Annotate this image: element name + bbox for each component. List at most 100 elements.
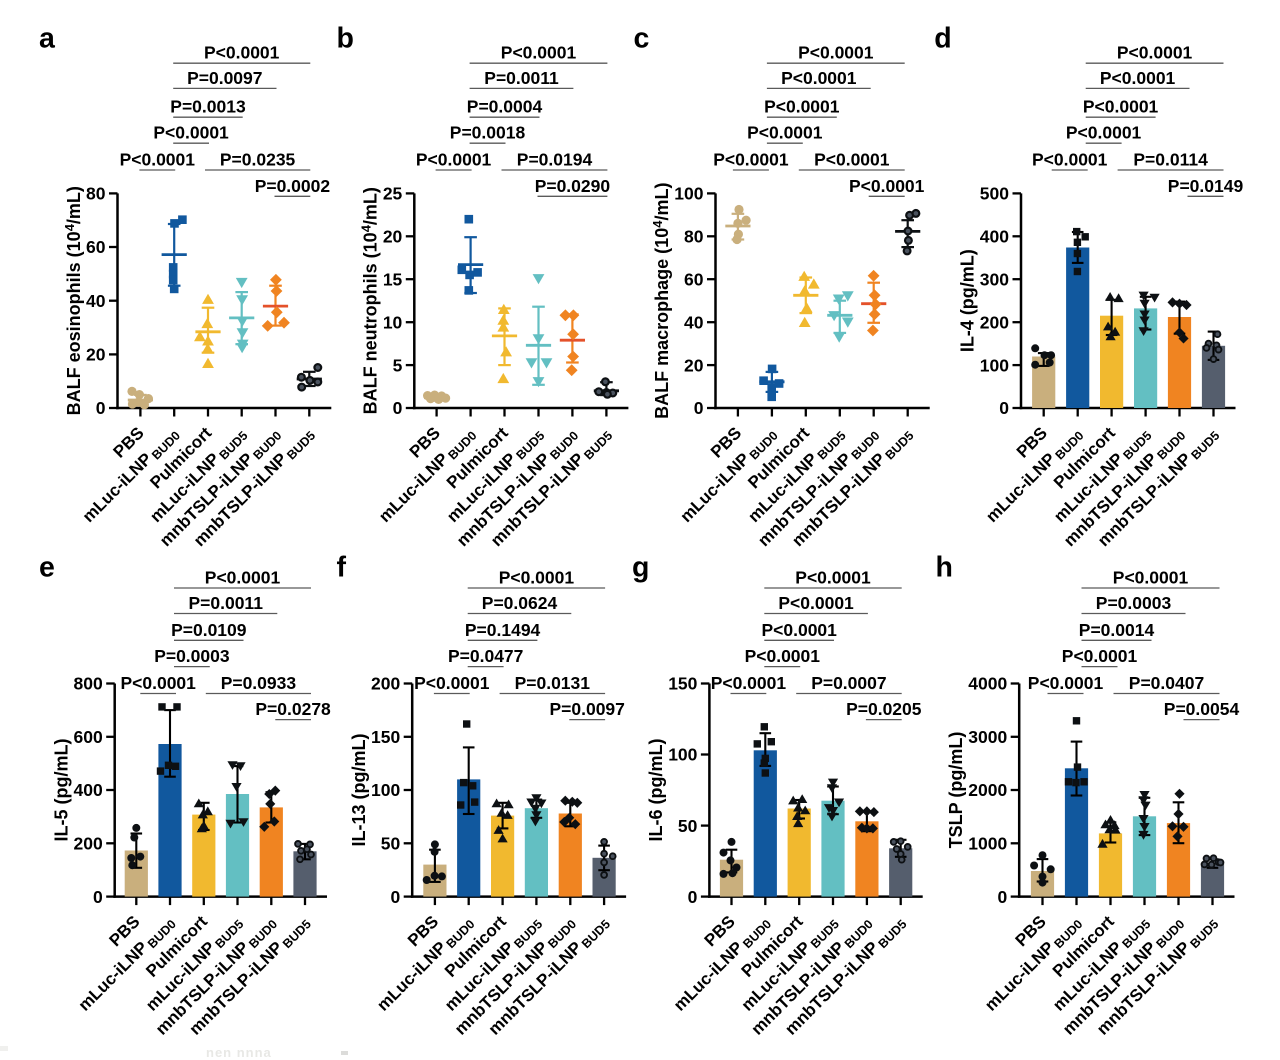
svg-text:P=0.0097: P=0.0097 [549,699,624,719]
svg-text:nen nnna: nen nnna [206,1045,272,1060]
svg-text:P=0.0004: P=0.0004 [467,97,543,117]
svg-text:P=0.0018: P=0.0018 [450,123,526,143]
svg-text:e: e [39,551,55,583]
svg-text:P=0.0131: P=0.0131 [515,673,591,693]
svg-text:10: 10 [383,312,403,332]
svg-text:300: 300 [980,269,1009,289]
svg-text:P=0.0290: P=0.0290 [535,176,611,196]
svg-text:P<0.0001: P<0.0001 [416,150,492,170]
svg-text:1000: 1000 [968,834,1007,854]
svg-text:P<0.0001: P<0.0001 [761,620,837,640]
svg-text:80: 80 [684,227,704,247]
svg-text:P<0.0001: P<0.0001 [205,568,281,588]
svg-text:200: 200 [371,674,400,694]
svg-text:P=0.0097: P=0.0097 [187,68,262,88]
svg-text:P<0.0001: P<0.0001 [711,673,787,693]
svg-text:P<0.0001: P<0.0001 [414,673,490,693]
svg-text:g: g [632,551,649,583]
svg-text:200: 200 [980,312,1009,332]
svg-text:50: 50 [678,816,698,836]
svg-text:0: 0 [688,887,698,907]
svg-text:500: 500 [980,184,1009,204]
svg-text:50: 50 [381,834,401,854]
svg-text:a: a [39,23,56,55]
svg-text:20: 20 [383,227,403,247]
svg-text:5: 5 [393,355,403,375]
svg-text:0: 0 [694,398,704,418]
svg-text:P<0.0001: P<0.0001 [153,123,229,143]
svg-text:P=0.0149: P=0.0149 [1168,176,1244,196]
svg-text:P=0.0477: P=0.0477 [448,646,523,666]
svg-text:P<0.0001: P<0.0001 [120,150,196,170]
svg-text:80: 80 [86,184,106,204]
svg-text:P<0.0001: P<0.0001 [1113,568,1189,588]
svg-text:P<0.0001: P<0.0001 [745,646,821,666]
svg-text:P<0.0001: P<0.0001 [778,593,854,613]
svg-text:P<0.0001: P<0.0001 [1117,43,1193,63]
svg-text:150: 150 [668,674,697,694]
svg-text:600: 600 [73,727,102,747]
svg-text:IL-5 (pg/mL): IL-5 (pg/mL) [51,739,71,842]
svg-text:f: f [337,551,347,583]
svg-text:4000: 4000 [968,674,1007,694]
svg-text:P<0.0001: P<0.0001 [795,568,871,588]
svg-text:P<0.0001: P<0.0001 [764,97,840,117]
svg-text:0: 0 [93,887,103,907]
svg-text:60: 60 [86,237,106,257]
svg-text:P<0.0001: P<0.0001 [849,176,925,196]
svg-text:P=0.0205: P=0.0205 [846,699,922,719]
svg-text:P=0.0109: P=0.0109 [171,620,247,640]
svg-text:P<0.0001: P<0.0001 [1032,150,1108,170]
svg-text:P<0.0001: P<0.0001 [781,68,857,88]
svg-text:0: 0 [390,887,400,907]
svg-text:40: 40 [86,291,106,311]
svg-text:P<0.0001: P<0.0001 [798,43,874,63]
svg-text:200: 200 [73,834,102,854]
svg-text:P<0.0001: P<0.0001 [747,123,823,143]
svg-text:P=0.0003: P=0.0003 [154,646,230,666]
svg-text:0: 0 [999,398,1009,418]
svg-text:P<0.0001: P<0.0001 [120,673,196,693]
svg-text:P=0.0013: P=0.0013 [170,97,246,117]
svg-text:P=0.0011: P=0.0011 [188,593,263,613]
svg-text:c: c [634,23,650,55]
svg-text:100: 100 [668,745,697,765]
svg-text:20: 20 [86,345,106,365]
svg-text:2000: 2000 [968,780,1007,800]
svg-text:P<0.0001: P<0.0001 [204,43,280,63]
svg-text:0: 0 [96,398,106,418]
svg-text:40: 40 [684,312,704,332]
svg-text:P<0.0001: P<0.0001 [713,150,789,170]
svg-text:P<0.0001: P<0.0001 [814,150,890,170]
svg-text:P=0.0054: P=0.0054 [1164,699,1240,719]
svg-text:P=0.0624: P=0.0624 [482,593,558,613]
svg-text:P<0.0001: P<0.0001 [501,43,577,63]
svg-text:400: 400 [980,227,1009,247]
svg-text:P=0.0007: P=0.0007 [811,673,886,693]
svg-text:20: 20 [684,355,704,375]
svg-text:P<0.0001: P<0.0001 [1028,673,1104,693]
svg-text:P=0.0011: P=0.0011 [484,68,559,88]
svg-text:IL-13 (pg/mL): IL-13 (pg/mL) [349,734,369,847]
svg-text:IL-6 (pg/mL): IL-6 (pg/mL) [646,739,666,842]
svg-text:BALF eosinophils (104/mL): BALF eosinophils (104/mL) [62,186,84,415]
svg-text:P=0.0003: P=0.0003 [1096,593,1172,613]
svg-text:P=0.0235: P=0.0235 [220,150,296,170]
svg-text:0: 0 [997,887,1007,907]
svg-text:P=0.0114: P=0.0114 [1133,150,1208,170]
svg-text:IL-4 (pg/mL): IL-4 (pg/mL) [958,249,978,352]
svg-text:P<0.0001: P<0.0001 [1100,68,1176,88]
svg-text:100: 100 [371,780,400,800]
svg-text:400: 400 [73,780,102,800]
svg-text:150: 150 [371,727,400,747]
svg-text:800: 800 [73,674,102,694]
svg-text:P=0.0933: P=0.0933 [221,673,297,693]
svg-text:P=0.0014: P=0.0014 [1079,620,1155,640]
svg-text:P=0.0407: P=0.0407 [1129,673,1204,693]
svg-text:BALF macrophage (104/mL): BALF macrophage (104/mL) [650,183,672,419]
svg-text:BALF neutrophils (104/mL): BALF neutrophils (104/mL) [359,187,381,414]
svg-text:P=0.0278: P=0.0278 [255,699,331,719]
svg-text:P=0.0002: P=0.0002 [255,176,331,196]
svg-text:b: b [337,23,354,55]
svg-text:TSLP (pg/mL): TSLP (pg/mL) [946,732,966,849]
